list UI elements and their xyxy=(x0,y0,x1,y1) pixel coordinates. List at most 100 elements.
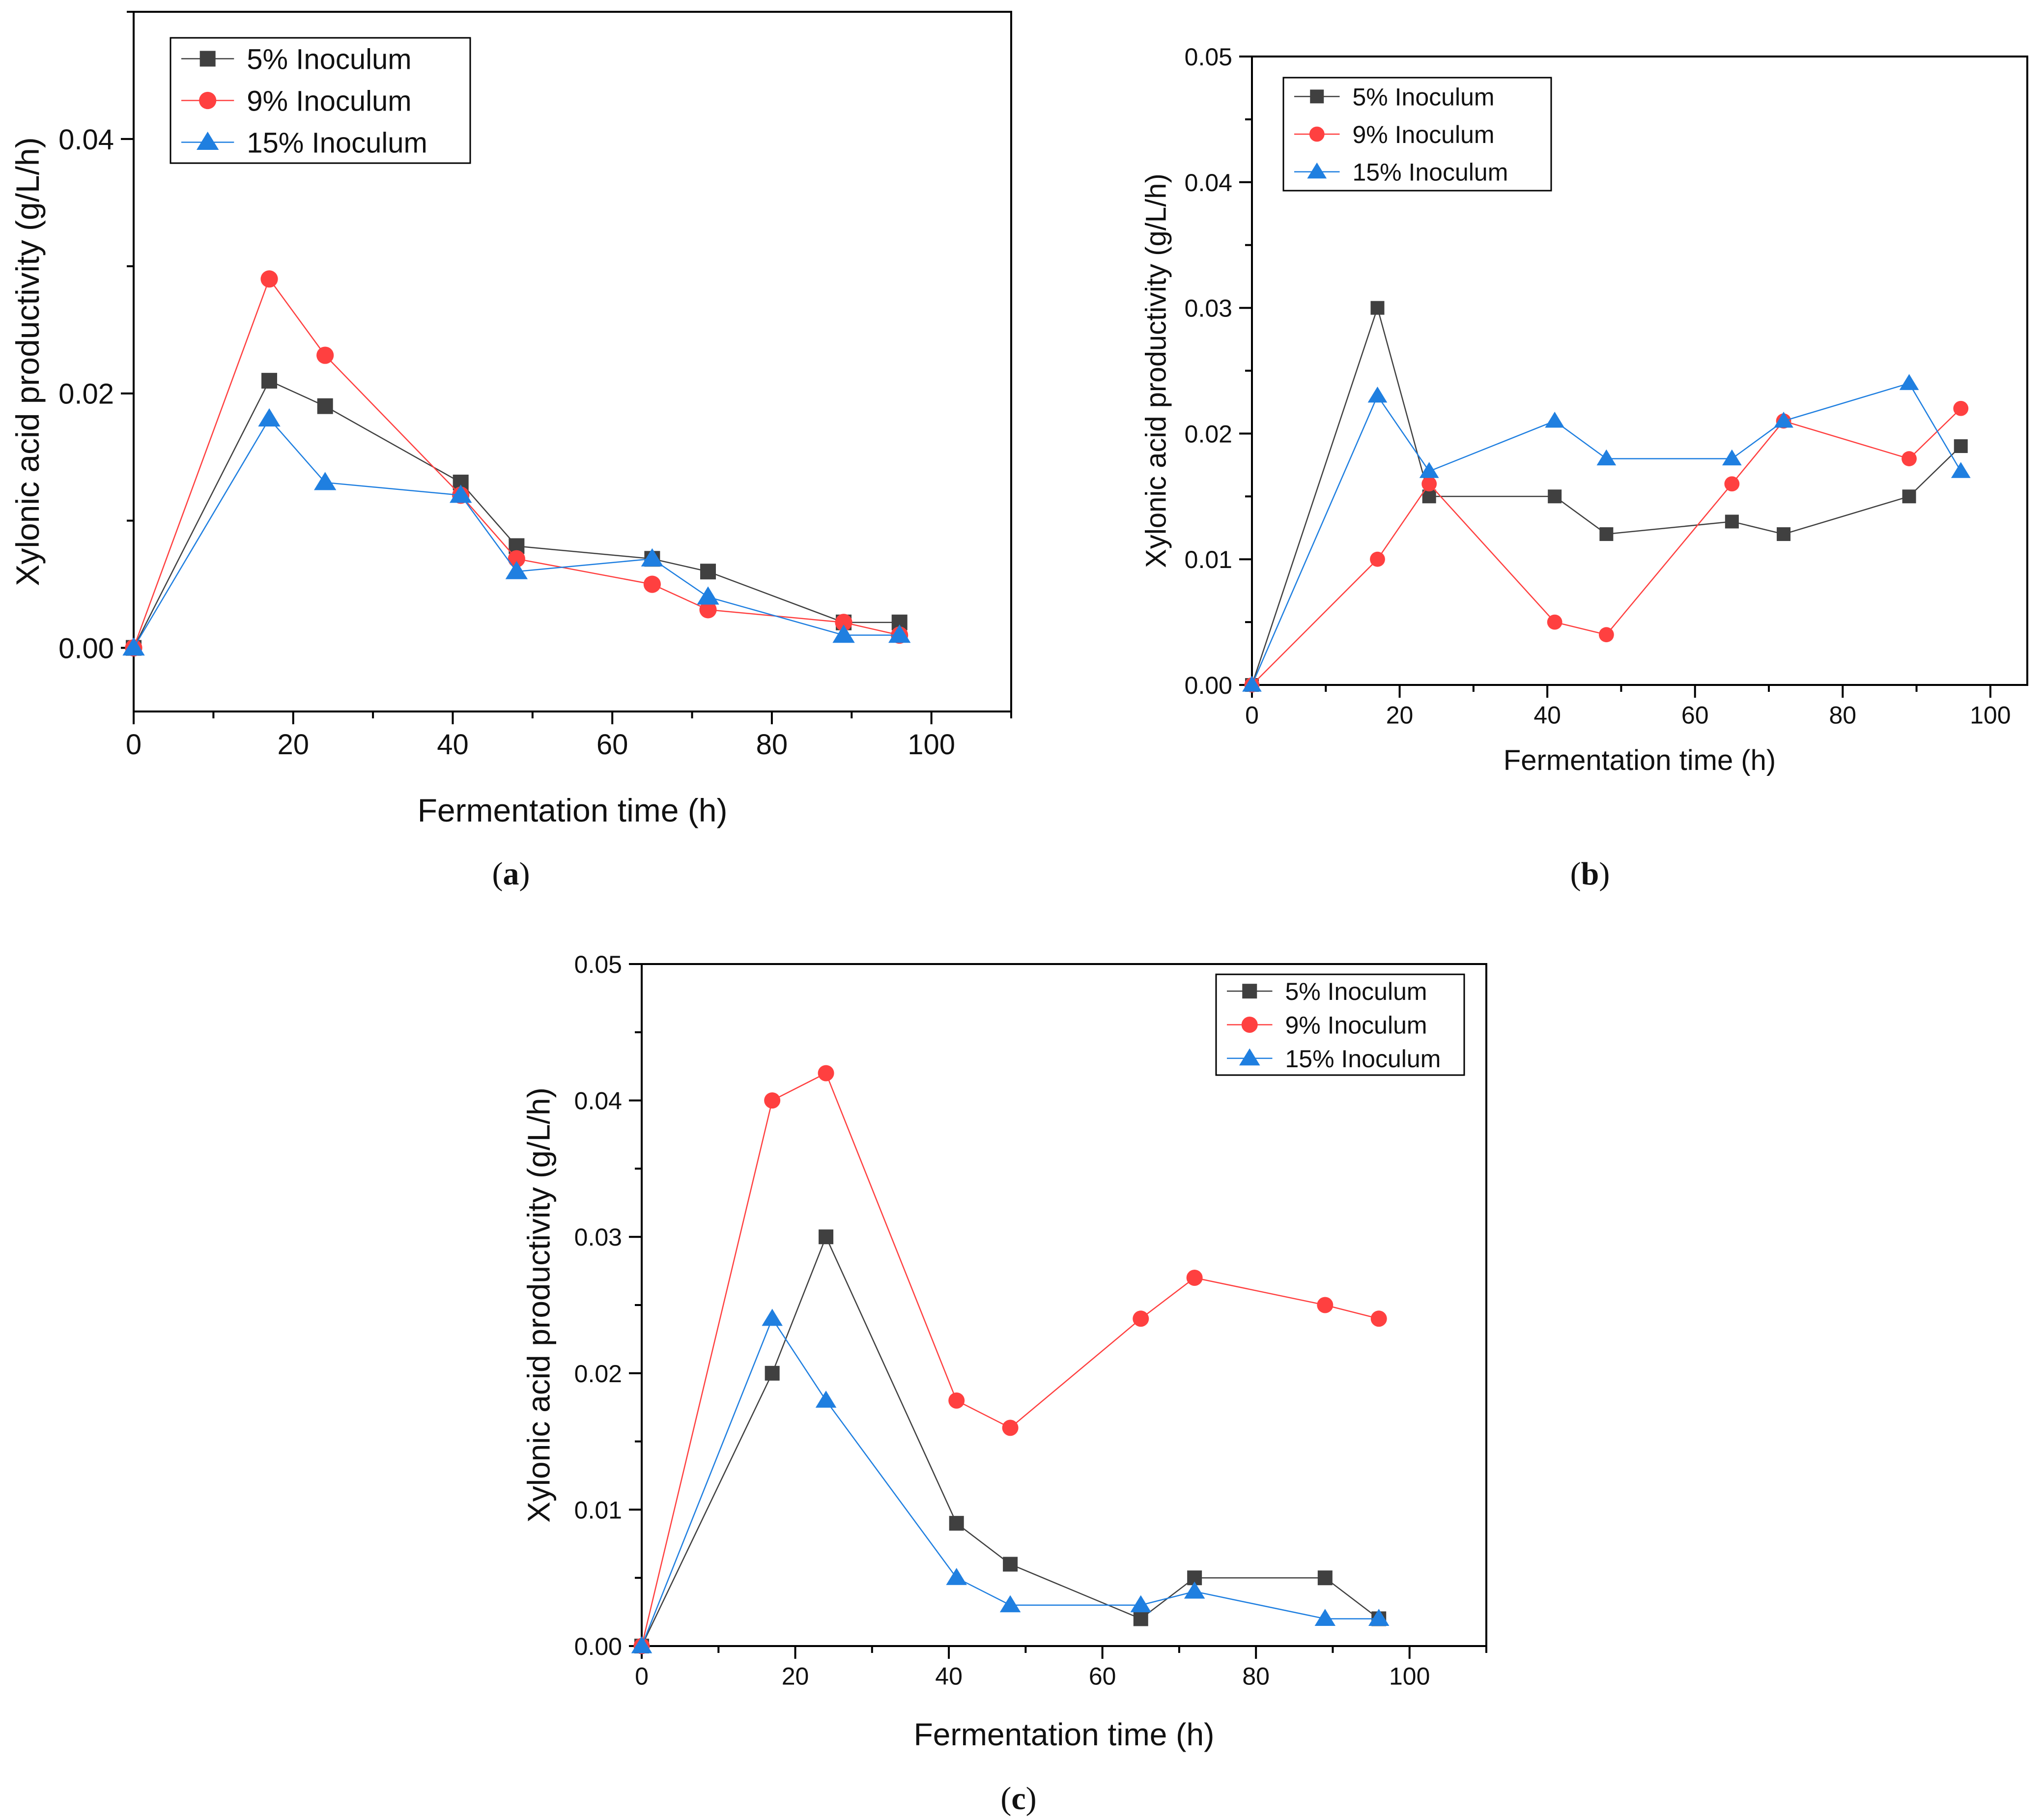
legend: 5% Inoculum 9% Inoculum 15% Inoculum xyxy=(1282,77,1552,192)
y-tick-label: 0.01 xyxy=(574,1496,622,1524)
x-tick-label: 100 xyxy=(1389,1663,1430,1690)
legend-marker xyxy=(1241,1017,1258,1033)
series-9-inoculum xyxy=(633,1065,1387,1654)
legend-entry: 15% Inoculum xyxy=(247,127,427,159)
data-point xyxy=(122,637,145,656)
legend-entry: 5% Inoculum xyxy=(1285,978,1427,1005)
data-point xyxy=(699,601,717,619)
x-tick-label: 80 xyxy=(756,729,788,761)
series-5-inoculum xyxy=(634,1229,1387,1653)
y-tick-label: 0.03 xyxy=(574,1223,622,1251)
panel-label-open: ( xyxy=(1000,1781,1011,1817)
y-axis-label: Xylonic acid productivity (g/L/h) xyxy=(1140,173,1172,568)
x-tick-label: 0 xyxy=(635,1663,649,1690)
data-point xyxy=(1777,527,1791,541)
x-tick-label: 40 xyxy=(935,1663,963,1690)
data-point xyxy=(1951,462,1971,478)
x-tick-label: 20 xyxy=(782,1663,809,1690)
y-tick-label: 0.03 xyxy=(1185,295,1232,322)
data-point xyxy=(764,1092,781,1109)
data-point xyxy=(1902,451,1917,466)
data-point xyxy=(697,586,719,605)
chart-panel-c: 0 20 40 60 80 100 0.00 0.01 0.02 0.03 0.04 0.05 Ferm… xyxy=(521,951,1487,1817)
panel-label-close: ) xyxy=(519,856,530,892)
x-tick-label: 100 xyxy=(908,729,955,761)
x-tick-label: 20 xyxy=(277,729,309,761)
data-point xyxy=(641,548,664,567)
legend-marker xyxy=(196,131,219,150)
series-15-inoculum xyxy=(122,408,911,656)
panel-label: (b) xyxy=(1570,856,1610,892)
data-point xyxy=(505,561,528,579)
data-point xyxy=(1421,476,1437,492)
y-axis-label: Xylonic acid productivity (g/L/h) xyxy=(9,137,46,586)
legend-marker xyxy=(1309,126,1325,142)
panel-label-letter: c xyxy=(1011,1781,1025,1817)
series-5-inoculum xyxy=(126,372,908,656)
data-point xyxy=(1547,614,1562,630)
x-axis-label: Fermentation time (h) xyxy=(418,792,728,828)
legend-marker xyxy=(1239,1048,1260,1066)
data-point xyxy=(258,408,281,427)
panel-label-letter: b xyxy=(1581,856,1599,892)
data-point xyxy=(700,564,716,580)
data-point xyxy=(1370,301,1385,315)
legend-entry: 15% Inoculum xyxy=(1285,1045,1441,1073)
data-point xyxy=(1317,1297,1334,1313)
x-tick-label: 40 xyxy=(1533,702,1561,729)
data-point xyxy=(1725,514,1739,529)
series-line xyxy=(133,278,900,648)
data-point xyxy=(1419,462,1439,478)
legend-entry: 9% Inoculum xyxy=(247,85,411,117)
y-tick-label: 0.02 xyxy=(58,378,114,410)
data-point xyxy=(835,614,852,631)
data-point xyxy=(832,625,855,643)
legend: 5% Inoculum 9% Inoculum 15% Inoculum xyxy=(170,37,471,164)
data-point xyxy=(1184,1581,1205,1599)
data-point xyxy=(1314,1609,1336,1626)
panel-label-open: ( xyxy=(492,856,503,892)
legend-entry: 15% Inoculum xyxy=(1353,159,1508,186)
data-point xyxy=(1953,400,1969,416)
x-tick-label: 60 xyxy=(1089,1663,1116,1690)
data-point xyxy=(949,1516,964,1531)
data-point xyxy=(1317,1570,1333,1586)
legend-entry: 9% Inoculum xyxy=(1285,1012,1427,1039)
legend-entry: 5% Inoculum xyxy=(247,43,411,75)
legend-marker xyxy=(1307,162,1327,179)
x-tick-label: 20 xyxy=(1386,702,1414,729)
legend-marker xyxy=(1242,984,1257,999)
panel-label-open: ( xyxy=(1570,856,1581,892)
data-point xyxy=(815,1391,837,1408)
legend-marker xyxy=(199,91,217,110)
data-point xyxy=(1133,1310,1149,1327)
y-tick-label: 0.00 xyxy=(1185,672,1232,699)
y-axis-label: Xylonic acid productivity (g/L/h) xyxy=(521,1087,556,1523)
data-point xyxy=(631,1636,653,1653)
legend-marker xyxy=(199,51,216,67)
data-point xyxy=(1954,439,1968,453)
series-15-inoculum xyxy=(631,1308,1390,1653)
data-point xyxy=(1774,411,1793,428)
x-tick-label: 0 xyxy=(1245,702,1259,729)
data-point xyxy=(316,346,334,364)
legend-marker xyxy=(1310,89,1324,104)
y-tick-label: 0.04 xyxy=(58,124,114,156)
data-point xyxy=(762,1308,783,1326)
series-9-inoculum xyxy=(1244,400,1969,693)
data-point xyxy=(1545,411,1565,428)
data-point xyxy=(1599,527,1614,541)
data-point xyxy=(450,484,472,503)
data-point xyxy=(508,550,525,568)
series-line xyxy=(641,1235,1379,1647)
data-point xyxy=(313,472,337,490)
data-point xyxy=(1367,386,1388,403)
data-point xyxy=(888,625,911,643)
data-point xyxy=(819,1229,834,1245)
data-point xyxy=(1422,489,1436,504)
x-tick-label: 80 xyxy=(1242,1663,1270,1690)
y-tick-label: 0.00 xyxy=(574,1633,622,1660)
plot-frame xyxy=(133,11,1012,712)
data-point xyxy=(1242,676,1262,692)
